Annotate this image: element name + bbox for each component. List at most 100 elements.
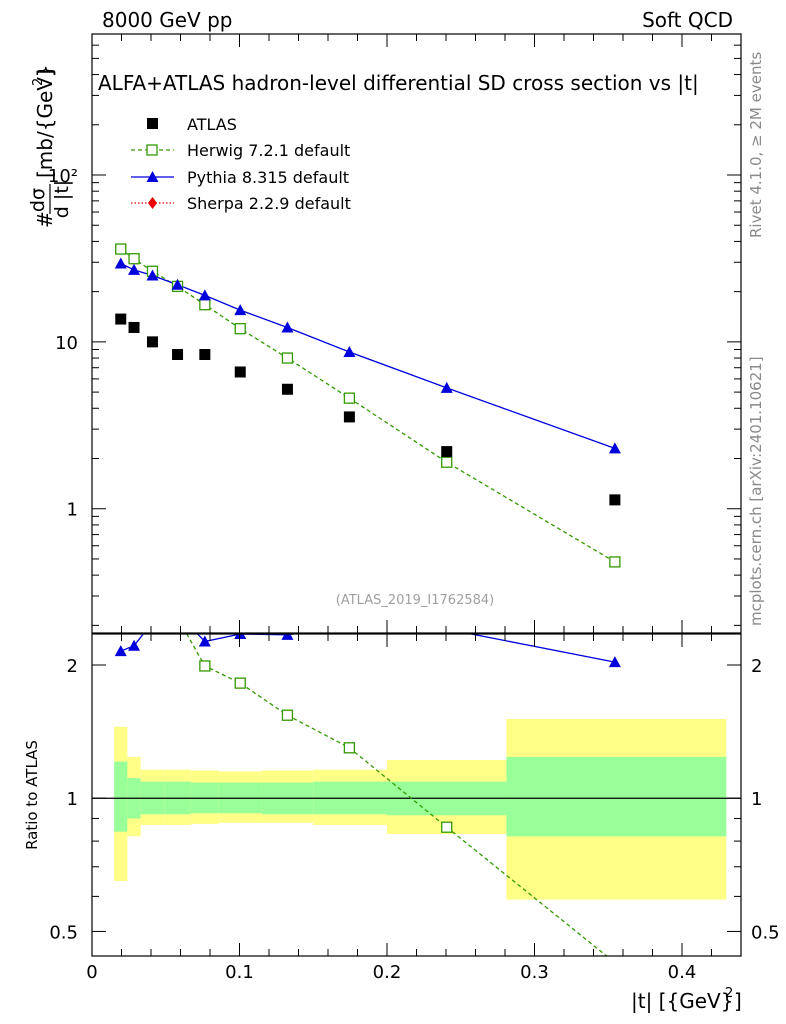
ratio-y-axis-label: Ratio to ATLAS [23, 740, 41, 850]
atlas-point [234, 366, 246, 378]
main-y-tick-label: 1 [67, 500, 78, 521]
atlas-point [281, 383, 293, 395]
main-y-tick-label: 10² [48, 166, 78, 187]
x-tick-label: 0.4 [668, 962, 697, 983]
pythia-ratio-point [128, 639, 141, 651]
legend-pythia-marker [146, 171, 159, 182]
pythia-ratio-point [608, 656, 621, 668]
pythia-line [120, 262, 616, 449]
x-tick-label: 0.1 [225, 962, 254, 983]
herwig-point [115, 243, 127, 255]
herwig-ratio-point [610, 958, 620, 968]
herwig-ratio-point [129, 611, 139, 621]
atlas-point [441, 446, 453, 458]
ratio-y-tick-label: 1 [67, 789, 78, 810]
legend-atlas-marker [147, 118, 158, 129]
ratio-y-tick-label-right: 0.5 [751, 922, 780, 943]
legend-sherpa-label: Sherpa 2.2.9 default [187, 194, 351, 213]
herwig-ratio-point [116, 610, 126, 620]
ratio-y-tick-label-right: 2 [751, 656, 762, 677]
pythia-ratio-point [343, 620, 355, 631]
ratio-y-tick-label-right: 1 [751, 789, 762, 810]
header-right: Soft QCD [642, 8, 733, 32]
atlas-point [343, 411, 355, 423]
atlas-point [609, 494, 621, 506]
herwig-point [281, 352, 294, 364]
legend-pythia-label: Pythia 8.315 default [187, 168, 349, 187]
pythia-point [608, 442, 621, 454]
ratio-uncertainty-bands [92, 719, 741, 900]
ratio-y-tick-label: 0.5 [49, 922, 78, 943]
rivet-label: Rivet 4.1.0, ≥ 2M events [747, 52, 765, 238]
x-tick-label: 0.2 [373, 962, 402, 983]
herwig-point [234, 323, 246, 335]
analysis-watermark: (ATLAS_2019_I1762584) [336, 593, 494, 608]
xlabel-main: |t| [{GeV} [631, 989, 733, 1013]
herwig-ratio-point [147, 606, 157, 616]
herwig-ratio-point [281, 709, 294, 721]
herwig-ratio-point [441, 821, 453, 833]
pythia-point [114, 257, 127, 269]
legend-herwig-label: Herwig 7.2.1 default [187, 141, 350, 160]
pythia-ratio-point [172, 607, 184, 618]
x-tick-label: 0.3 [520, 962, 549, 983]
xlabel-sup: 2 [725, 986, 733, 1001]
herwig-point [609, 556, 621, 568]
herwig-point [343, 392, 356, 404]
pythia-point [343, 345, 356, 357]
ylabel-numerator: dσ [27, 188, 49, 212]
legend-herwig-marker [146, 144, 158, 156]
atlas-point [115, 313, 127, 325]
pythia-point [198, 289, 211, 301]
atlas-point [128, 321, 140, 333]
legend: ATLAS Herwig 7.2.1 default Pythia 8.315 … [131, 115, 351, 213]
ylabel-units: [mb/{GeV} [33, 64, 57, 178]
inner-band-bin [114, 761, 128, 832]
pythia-ratio-line [120, 634, 616, 663]
pythia-point [128, 263, 141, 275]
pythia-ratio-point [146, 616, 158, 627]
ratio-series-layer [114, 606, 621, 968]
atlas-point [172, 349, 184, 361]
xlabel-close: ] [734, 989, 742, 1013]
herwig-ratio-point [343, 742, 356, 754]
herwig-ratio-line [186, 634, 608, 956]
legend-atlas-label: ATLAS [187, 115, 237, 134]
herwig-ratio-point [199, 660, 211, 672]
ylabel-units-sup: 2 [31, 78, 46, 86]
herwig-line [120, 248, 616, 563]
legend-sherpa-marker [148, 197, 157, 209]
ylabel-units-close: ] [33, 69, 57, 77]
axis-tick-labels: 0 0.1 0.2 0.3 0.4 1 10 10² 0.5 0.5 1 1 2 2 [48, 166, 780, 983]
axis-ticks [91, 33, 742, 956]
chart-title: ALFA+ATLAS hadron-level differential SD … [98, 71, 699, 95]
ylabel-denominator: d |t| [51, 180, 73, 218]
ylabel-prefix: # [33, 211, 57, 228]
pythia-ratio-point [234, 634, 247, 639]
inner-band-bin [506, 756, 727, 837]
herwig-ratio-point [173, 613, 183, 623]
herwig-ratio-point [234, 677, 246, 689]
mcplots-label: mcplots.cern.ch [arXiv:2401.10621] [747, 356, 765, 626]
main-y-tick-label: 10 [55, 333, 78, 354]
herwig-point [128, 253, 140, 265]
atlas-point [146, 336, 158, 348]
pythia-ratio-point [114, 645, 127, 657]
pythia-point [234, 304, 247, 316]
pythia-point [171, 278, 184, 290]
pythia-point [281, 321, 294, 333]
main-y-axis-label: # dσ d |t| [mb/{GeV} 2 ] [27, 64, 73, 228]
header-left: 8000 GeV pp [102, 8, 233, 32]
pythia-point [440, 381, 453, 393]
x-tick-label: 0 [86, 962, 97, 983]
ratio-y-tick-label: 2 [67, 656, 78, 677]
main-series-layer [114, 243, 621, 568]
herwig-point [441, 456, 453, 468]
pythia-ratio-point [198, 635, 211, 647]
x-axis-label: |t| [{GeV} 2 ] [631, 986, 742, 1013]
atlas-point [199, 349, 211, 361]
pythia-ratio-point [281, 634, 294, 640]
pythia-point [146, 269, 159, 281]
herwig-point [199, 299, 211, 311]
